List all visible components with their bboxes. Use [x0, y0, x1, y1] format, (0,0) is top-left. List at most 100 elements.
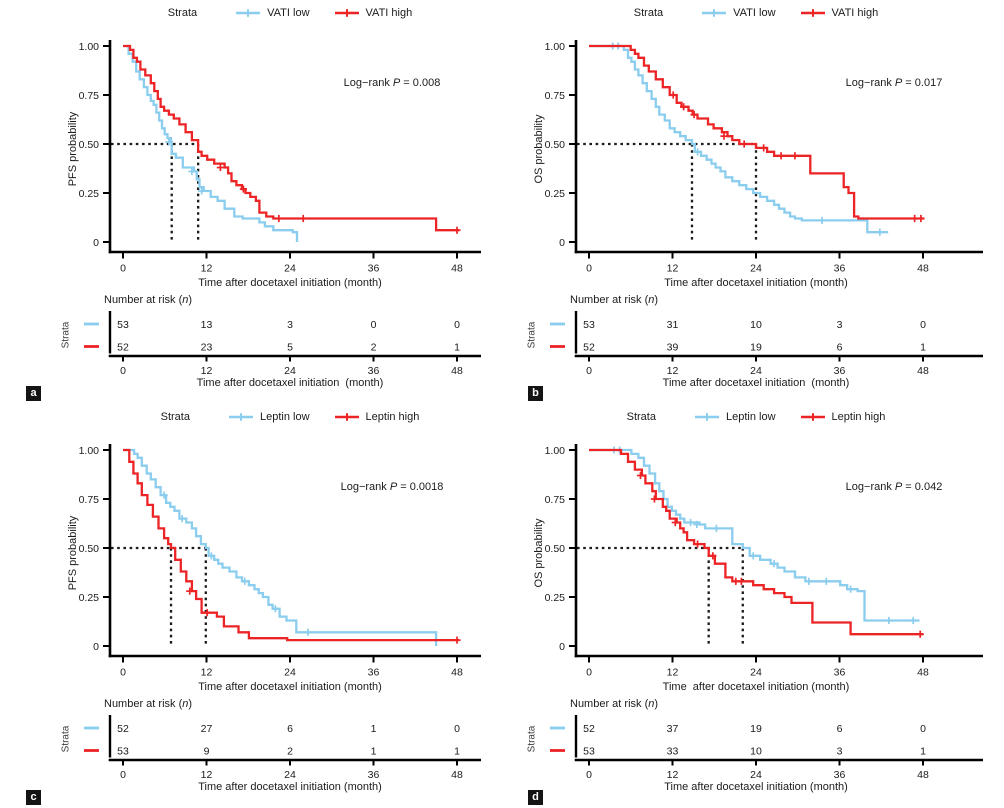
axis-text: 24: [750, 667, 762, 679]
legend-item-high: VATI high: [800, 7, 879, 19]
risk-title-suffix: ): [188, 294, 193, 306]
axis-text: 48: [917, 769, 929, 781]
axis-text: 0.50: [79, 139, 100, 151]
legend-title: Strata: [626, 411, 656, 423]
legend-item-high: Leptin high: [800, 411, 886, 423]
axis-text: 6: [837, 723, 843, 735]
axis-text: 0: [93, 237, 99, 249]
logrank-annotation: Log−rank P = 0.008: [344, 77, 441, 89]
axis-text: 0: [586, 263, 592, 275]
panel-letter-badge: c: [26, 790, 41, 805]
legend-label-low: VATI low: [267, 7, 310, 19]
axis-text: 0: [586, 769, 592, 781]
axis-text: 2: [371, 341, 377, 353]
legend: Strata VATI low VATI high: [566, 7, 946, 19]
axis-text: 36: [834, 769, 846, 781]
km-panel: 1.00 0.75 0.50 0.25 0 0 12 24 36 48 53 31 10 3 0 52 39 19…: [502, 0, 1004, 404]
risk-title-prefix: Number at risk (: [104, 698, 183, 710]
logrank-annotation: Log−rank P = 0.0018: [341, 481, 444, 493]
axis-text: 0.50: [545, 543, 566, 555]
axis-text: 5: [287, 341, 293, 353]
axis-text: 52: [583, 341, 595, 353]
legend-label-high: VATI high: [365, 7, 413, 19]
axis-text: 0: [920, 723, 926, 735]
axis-text: 0.25: [545, 592, 566, 604]
axis-text: 24: [750, 365, 762, 377]
logrank-p: P: [392, 77, 401, 89]
axis-text: 0.75: [79, 494, 100, 506]
km-curve-leptin-high: [123, 448, 460, 642]
legend: Strata Leptin low Leptin high: [100, 411, 480, 423]
axis-text: 0: [586, 365, 592, 377]
y-axis-title: OS probability: [533, 114, 545, 184]
risk-strata-label: Strata: [60, 321, 72, 349]
risk-title-suffix: ): [654, 698, 659, 710]
axis-text: 12: [667, 667, 679, 679]
axis-text: 12: [201, 263, 213, 275]
legend-censor-line-icon: [228, 413, 253, 421]
axis-text: 1.00: [545, 41, 566, 53]
axis-text: 0: [120, 667, 126, 679]
km-plot: 1.00 0.75 0.50 0.25 0 0 12 24 36 48 52 27 6 1 0 53 9 2 1 1 0…: [79, 444, 481, 781]
axis-text: 1.00: [545, 445, 566, 457]
axis-text: 36: [368, 365, 380, 377]
risk-strata-label: Strata: [526, 725, 538, 753]
risk-title-n: n: [182, 698, 189, 710]
risk-table-title: Number at risk (n): [104, 698, 192, 710]
axis-text: 0: [559, 237, 565, 249]
axis-text: 0: [559, 641, 565, 653]
axis-text: 48: [451, 263, 463, 275]
axis-text: 12: [201, 365, 213, 377]
axis-text: 0.25: [79, 592, 100, 604]
legend-label-high: VATI high: [831, 7, 879, 19]
axis-text: 0.50: [79, 543, 100, 555]
logrank-prefix: Log−rank: [340, 481, 390, 493]
legend-item-low: VATI low: [701, 7, 776, 19]
km-curve-leptin-high: [589, 448, 923, 636]
axis-text: 23: [201, 341, 213, 353]
x-axis-title: Time after docetaxel initiation (month): [198, 277, 382, 289]
legend-censor-line-icon: [236, 9, 261, 17]
axis-text: 24: [284, 365, 296, 377]
axis-text: 53: [117, 745, 129, 757]
km-panel: 1.00 0.75 0.50 0.25 0 0 12 24 36 48 52 37 19 6 0 53 33 10…: [502, 404, 1004, 808]
logrank-prefix: Log−rank: [343, 77, 393, 89]
axis-text: 24: [284, 769, 296, 781]
legend-item-high: Leptin high: [334, 411, 420, 423]
logrank-value: = 0.042: [902, 481, 943, 493]
axis-text: 0: [920, 319, 926, 331]
axis-text: 52: [117, 723, 129, 735]
axis-text: 48: [917, 365, 929, 377]
axis-text: 12: [201, 769, 213, 781]
axis-text: 24: [750, 263, 762, 275]
axis-text: 48: [917, 263, 929, 275]
axis-text: 19: [750, 341, 762, 353]
axis-text: 53: [117, 319, 129, 331]
axis-text: 31: [667, 319, 679, 331]
legend-censor-line-icon: [800, 413, 825, 421]
panel-letter-badge: a: [26, 386, 41, 401]
risk-title-prefix: Number at risk (: [570, 294, 649, 306]
axis-text: 36: [368, 667, 380, 679]
y-axis-title: OS probability: [533, 518, 545, 588]
axis-text: 0: [454, 319, 460, 331]
km-curve-leptin-low: [123, 448, 438, 646]
risk-x-axis-title: Time after docetaxel initiation (month): [196, 377, 384, 389]
axis-text: 12: [201, 667, 213, 679]
legend-label-low: VATI low: [733, 7, 776, 19]
y-axis-title: PFS probability: [67, 515, 79, 591]
logrank-prefix: Log−rank: [845, 481, 895, 493]
axis-text: 52: [583, 723, 595, 735]
legend-label-high: Leptin high: [365, 411, 420, 423]
axis-text: 1: [920, 745, 926, 757]
axis-text: 0: [120, 365, 126, 377]
axis-text: 36: [368, 769, 380, 781]
axis-text: 10: [750, 319, 762, 331]
axis-text: 48: [917, 667, 929, 679]
x-axis-title: Time after docetaxel initiation (month): [664, 277, 848, 289]
legend-label-high: Leptin high: [831, 411, 886, 423]
axis-text: 52: [117, 341, 129, 353]
panel-letter-badge: d: [528, 790, 543, 805]
axis-text: 33: [667, 745, 679, 757]
km-curve-vati-high: [123, 44, 460, 232]
